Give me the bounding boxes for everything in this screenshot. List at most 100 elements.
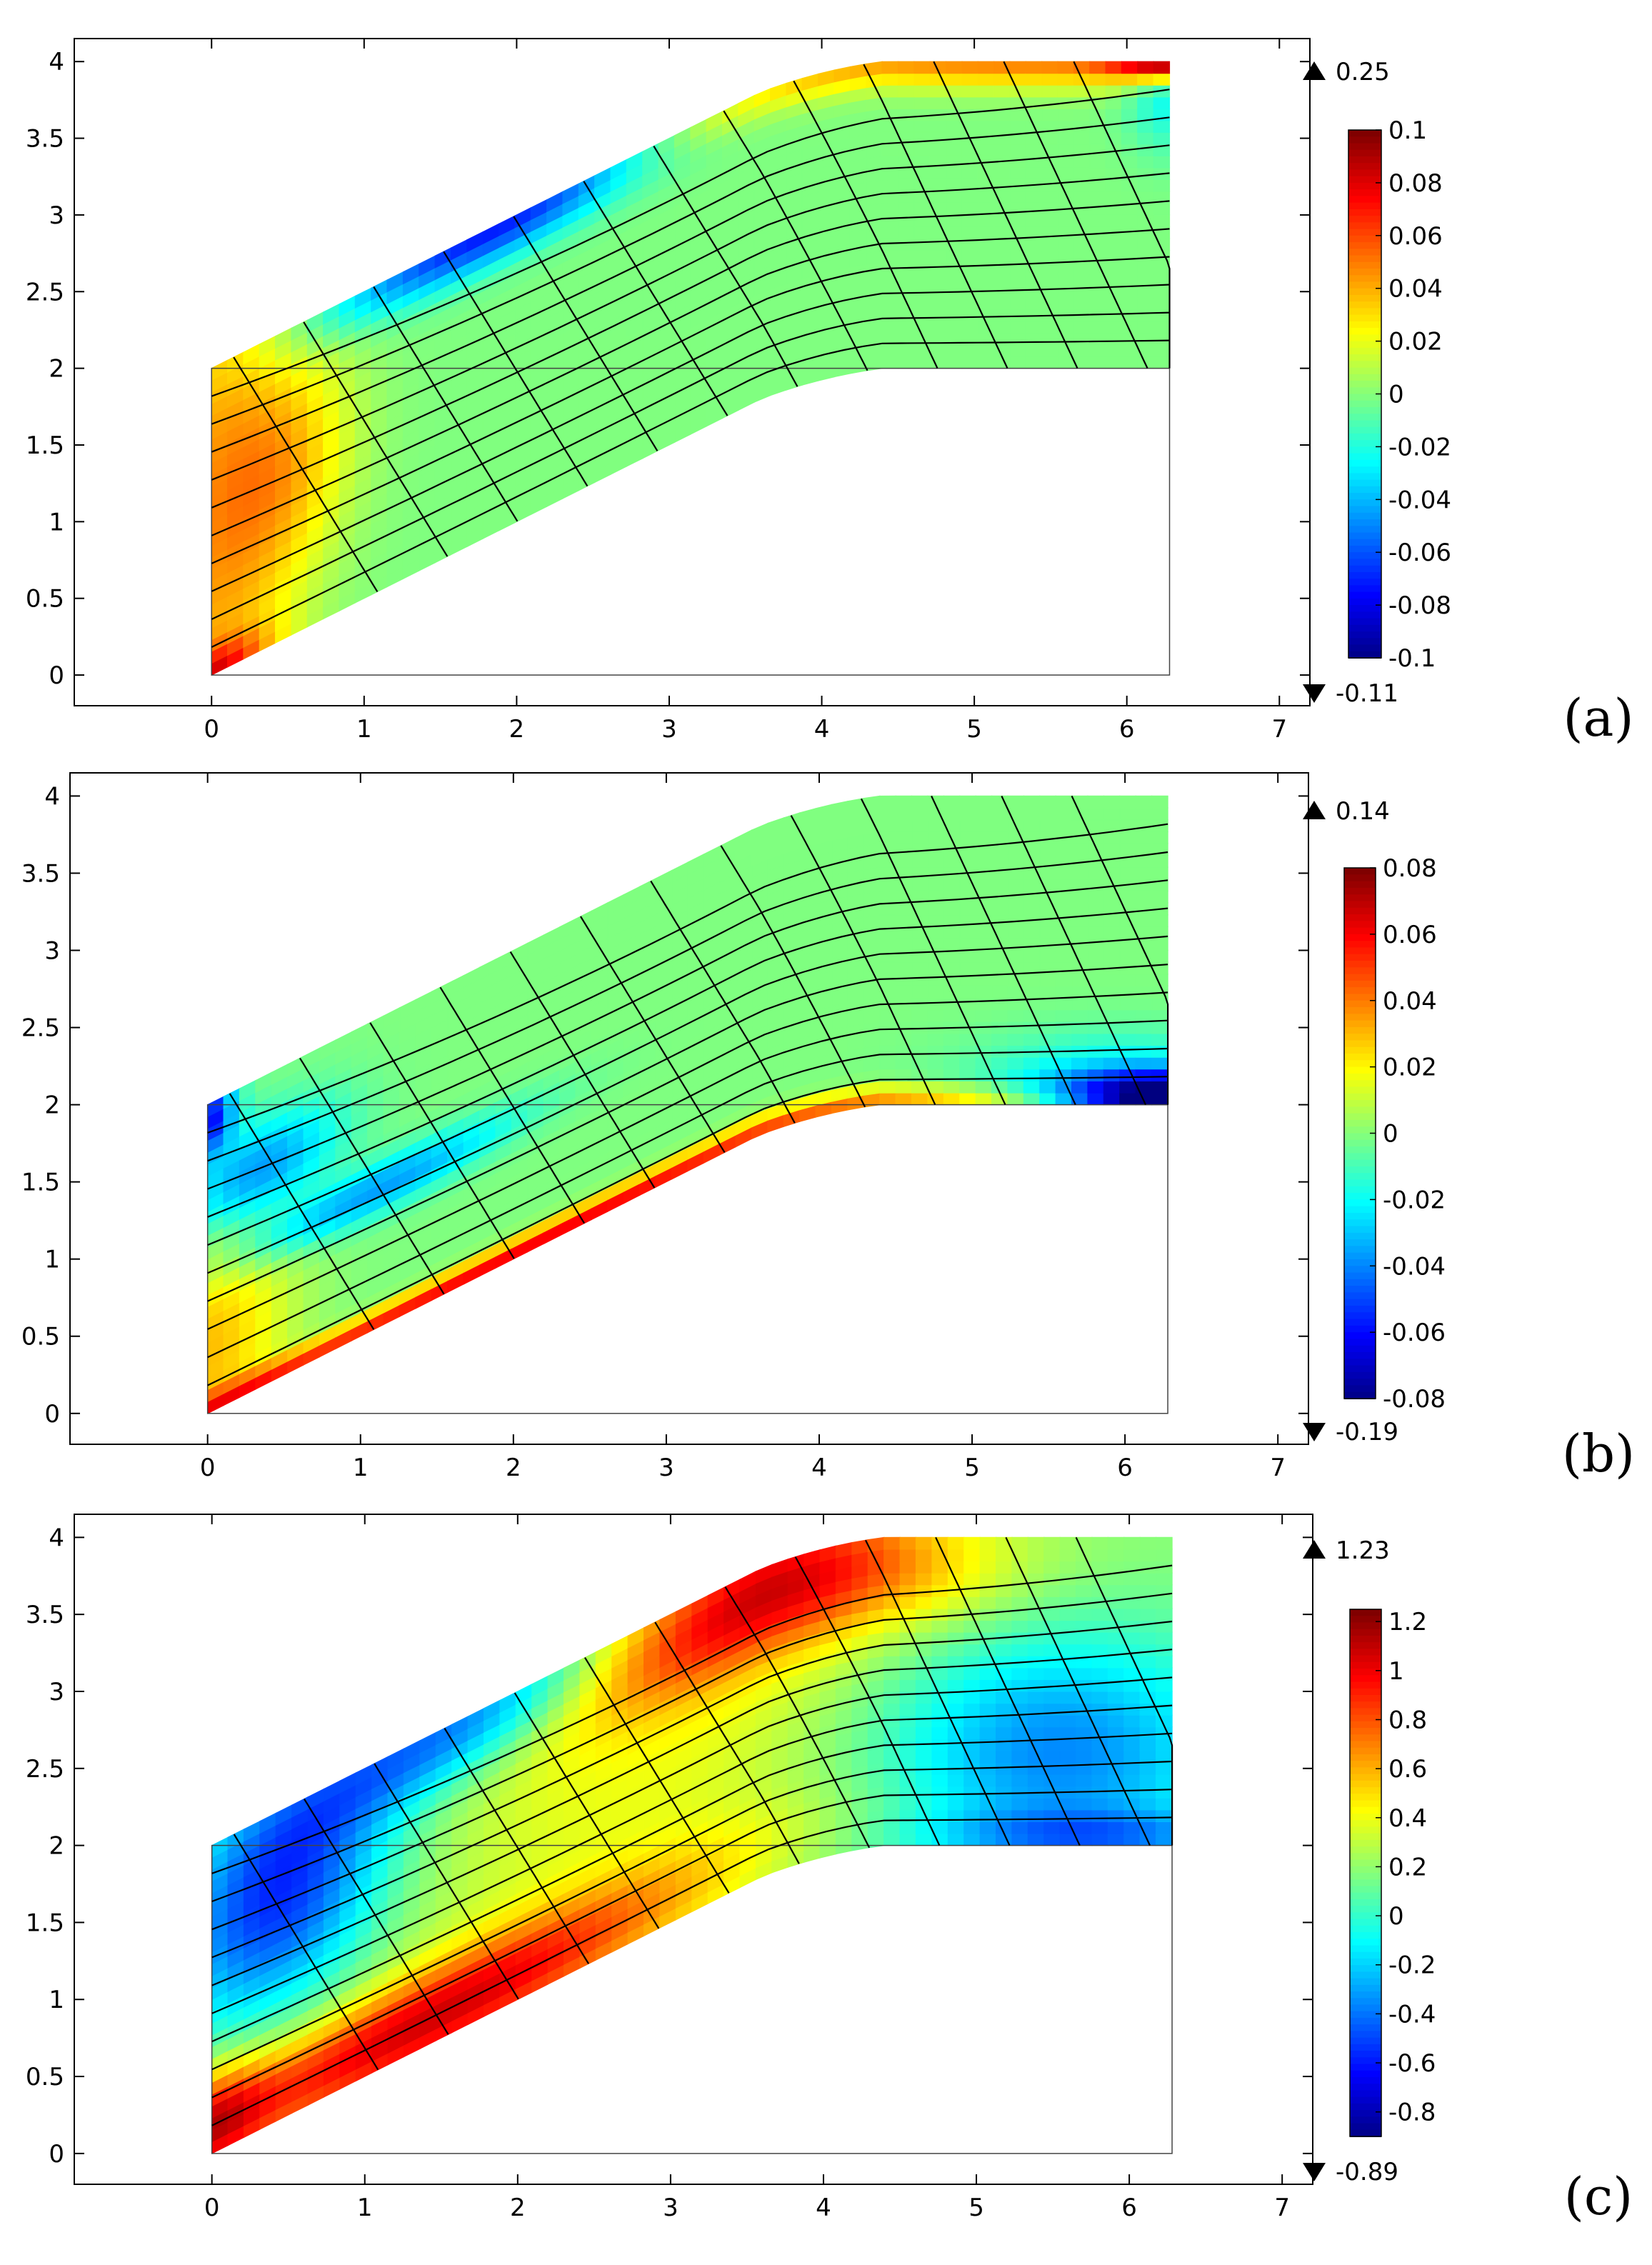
heatmap-cell	[979, 1738, 997, 1751]
heatmap-cell	[1057, 84, 1075, 98]
heatmap-cell	[959, 795, 976, 809]
min-marker-icon	[1303, 684, 1326, 703]
heatmap-cell	[1105, 191, 1123, 204]
heatmap-cell	[911, 831, 928, 844]
heatmap-cell	[943, 1080, 961, 1094]
heatmap-cell	[1121, 261, 1138, 275]
heatmap-cell	[1073, 296, 1091, 310]
min-marker-label: -0.11	[1336, 679, 1398, 708]
heatmap-cell	[1119, 1080, 1136, 1094]
heatmap-cell	[1071, 843, 1088, 856]
colorbar-segment	[1344, 1133, 1376, 1141]
heatmap-cell	[1075, 1726, 1093, 1739]
heatmap-cell	[1039, 1092, 1056, 1106]
heatmap-cell	[943, 926, 961, 939]
colorbar-segment	[1348, 361, 1381, 369]
heatmap-cell	[911, 795, 928, 809]
heatmap-cell	[1137, 84, 1154, 98]
heatmap-cell	[947, 1596, 965, 1609]
heatmap-cell	[959, 997, 976, 1011]
heatmap-cell	[1091, 1691, 1109, 1704]
colorbar-segment	[1348, 242, 1381, 250]
colorbar-segment	[1344, 1066, 1376, 1074]
heatmap-cell	[1089, 84, 1106, 98]
heatmap-cell	[879, 1044, 896, 1058]
heatmap-cell	[895, 985, 913, 999]
heatmap-cell	[1123, 1608, 1141, 1621]
colorbar-segment	[1344, 1199, 1376, 1207]
heatmap-cell	[1075, 1738, 1093, 1751]
colorbar-segment	[1344, 1299, 1376, 1306]
heatmap-cell	[1007, 1033, 1025, 1046]
colorbar-segment	[1344, 1359, 1376, 1366]
heatmap-cell	[1023, 1069, 1041, 1082]
heatmap-cell	[913, 120, 931, 133]
heatmap-cell	[1091, 1560, 1109, 1574]
heatmap-cell	[947, 1560, 965, 1574]
heatmap-cell	[931, 1821, 949, 1834]
heatmap-cell	[1057, 108, 1075, 121]
heatmap-cell	[1011, 1536, 1029, 1550]
x-tick-label: 5	[964, 1454, 980, 1482]
heatmap-cell	[1041, 356, 1058, 369]
heatmap-cell	[1009, 356, 1026, 369]
heatmap-cell	[979, 1691, 997, 1704]
heatmap-cell	[1107, 1667, 1125, 1680]
heatmap-cell	[975, 854, 993, 868]
x-tick-label: 1	[356, 715, 372, 744]
heatmap-cell	[1055, 819, 1073, 832]
heatmap-cell	[959, 949, 976, 963]
heatmap-cell	[1151, 949, 1168, 963]
heatmap-cell	[1041, 191, 1058, 204]
heatmap-cell	[899, 1774, 917, 1787]
colorbar-segment	[1348, 249, 1381, 256]
colorbar-segment	[1344, 1239, 1376, 1247]
colorbar-segment	[1348, 400, 1381, 408]
colorbar-segment	[1348, 624, 1381, 633]
heatmap-cell	[1075, 1608, 1093, 1621]
heatmap-cell	[897, 309, 915, 322]
heatmap-cell	[975, 1092, 993, 1106]
colorbar-segment	[1348, 235, 1381, 244]
heatmap-cell	[1103, 819, 1121, 832]
heatmap-cell	[1043, 1667, 1061, 1680]
heatmap-cell	[915, 1774, 933, 1787]
heatmap-cell	[899, 1761, 917, 1775]
heatmap-cell	[963, 1797, 981, 1811]
heatmap-cell	[883, 1631, 901, 1645]
heatmap-cell	[1105, 61, 1123, 74]
heatmap-cell	[993, 144, 1011, 156]
heatmap-cell	[1009, 167, 1026, 180]
heatmap-cell	[1011, 1821, 1029, 1834]
heatmap-cell	[1057, 226, 1075, 239]
colorbar-segment	[1348, 156, 1381, 164]
heatmap-cell	[1039, 914, 1056, 927]
heatmap-cell	[1137, 96, 1154, 109]
heatmap-cell	[1073, 344, 1091, 357]
heatmap-cell	[881, 73, 899, 86]
heatmap-cell	[947, 1679, 965, 1692]
heatmap-cell	[995, 1549, 1013, 1562]
heatmap-cell	[995, 1750, 1013, 1764]
heatmap-cell	[961, 226, 978, 239]
heatmap-cell	[1137, 108, 1154, 121]
heatmap-cell	[911, 819, 928, 832]
heatmap-cell	[977, 356, 995, 369]
heatmap-cell	[897, 273, 915, 286]
heatmap-cell	[881, 356, 899, 369]
heatmap-cell	[963, 1549, 981, 1562]
colorbar-tick-label: -0.04	[1388, 486, 1451, 514]
heatmap-cell	[883, 1774, 901, 1787]
heatmap-cell	[1123, 1750, 1141, 1764]
colorbar-tick-label: -0.1	[1388, 644, 1436, 673]
heatmap-cell	[959, 902, 976, 916]
heatmap-cell	[929, 179, 947, 192]
heatmap-cell	[961, 61, 978, 74]
heatmap-cell	[927, 985, 945, 999]
heatmap-cell	[1087, 843, 1105, 856]
heatmap-cell	[1025, 84, 1043, 98]
heatmap-cell	[979, 1667, 997, 1680]
heatmap-cell	[1055, 1021, 1073, 1034]
heatmap-cell	[1055, 866, 1073, 880]
colorbar-segment	[1348, 486, 1381, 494]
